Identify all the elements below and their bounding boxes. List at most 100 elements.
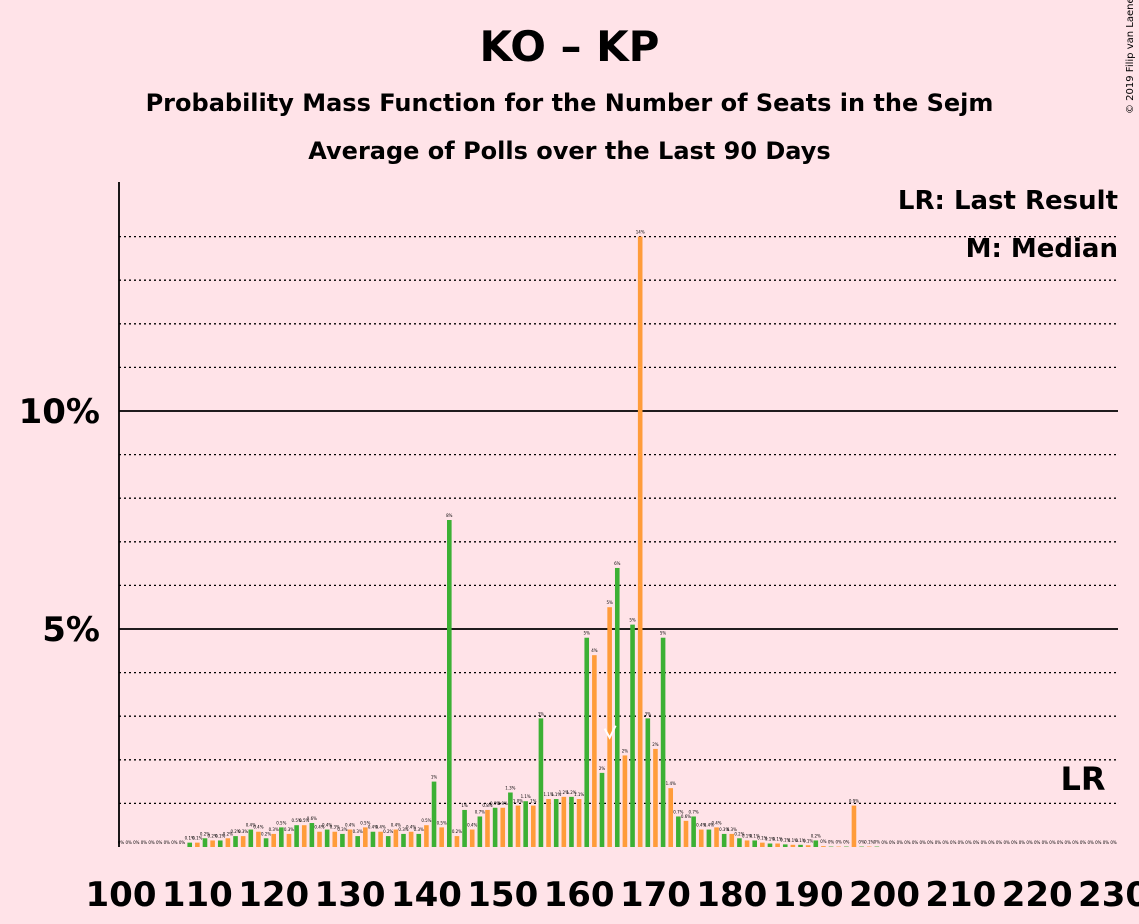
data-label: 0%: [156, 840, 163, 845]
bar: [195, 842, 200, 847]
data-label: 1.2%: [559, 790, 569, 795]
bar: [614, 567, 620, 847]
bar: [821, 846, 826, 847]
data-label: 2%: [622, 748, 629, 753]
data-label: 0%: [1034, 840, 1041, 845]
data-label: 0%: [843, 840, 850, 845]
data-label: 1.1%: [543, 792, 553, 797]
data-label: 3%: [538, 711, 545, 716]
data-label: 0%: [1011, 840, 1018, 845]
x-tick-label: 140: [391, 875, 462, 915]
data-label: 1.4%: [666, 781, 676, 786]
data-label: 1%: [530, 799, 537, 804]
data-label: 0%: [1026, 840, 1033, 845]
bar: [813, 840, 819, 847]
data-label: 0%: [935, 840, 942, 845]
data-label: 1.2%: [566, 790, 576, 795]
data-label: 6%: [614, 561, 621, 566]
bar: [240, 836, 246, 847]
last-result-marker: LR: [1060, 760, 1105, 798]
x-tick-label: 110: [162, 875, 233, 915]
data-label: 0.4%: [314, 825, 324, 830]
data-label: 0%: [1065, 840, 1072, 845]
bar: [233, 836, 238, 847]
bar: [729, 833, 735, 847]
data-label: 0.4%: [253, 825, 263, 830]
bar: [508, 792, 513, 847]
data-label: 0.3%: [414, 827, 424, 832]
bar: [370, 831, 376, 847]
data-label: 1%: [431, 775, 438, 780]
data-label: 0.1%: [742, 833, 752, 838]
bar: [347, 829, 353, 847]
data-label: 0.2%: [734, 831, 744, 836]
data-label: 2%: [599, 766, 606, 771]
data-label: 4%: [591, 648, 598, 653]
data-label: 0.4%: [391, 823, 401, 828]
bar: [683, 820, 689, 847]
data-label: 0.3%: [719, 827, 729, 832]
x-tick-label: 170: [620, 875, 691, 915]
bar: [706, 829, 712, 847]
bar: [515, 805, 521, 847]
bar: [454, 836, 460, 847]
data-label: 0%: [874, 840, 881, 845]
bar: [279, 827, 284, 847]
data-label: 0.5%: [360, 820, 370, 825]
data-label: 2%: [652, 742, 659, 747]
x-tick-label: 220: [1002, 875, 1073, 915]
data-label: 0%: [973, 840, 980, 845]
bar: [363, 827, 368, 847]
chart-title: KO – KP: [479, 22, 660, 71]
data-label: 0%: [1049, 840, 1056, 845]
data-label: 0.1%: [765, 837, 775, 842]
bar: [553, 799, 559, 847]
data-label: 0.4%: [322, 823, 332, 828]
bar: [340, 833, 345, 847]
data-label: 0.2%: [230, 829, 240, 834]
data-label: 0%: [988, 840, 995, 845]
bar: [599, 772, 605, 847]
bar: [576, 799, 582, 847]
data-label: 0.2%: [383, 829, 393, 834]
data-label: 0%: [820, 839, 827, 844]
x-tick-label: 160: [544, 875, 615, 915]
bar: [698, 829, 704, 847]
data-label: 0.4%: [467, 823, 477, 828]
bar: [805, 845, 811, 847]
data-label: 0%: [858, 840, 865, 845]
legend-median: M: Median: [966, 234, 1118, 264]
bar: [653, 748, 658, 847]
data-label: 0%: [904, 840, 911, 845]
data-label: 0%: [1019, 840, 1026, 845]
bar: [561, 796, 567, 847]
bar: [668, 788, 674, 847]
bar: [530, 805, 536, 847]
data-label: 0.1%: [795, 838, 805, 843]
data-label: 0.1%: [750, 833, 760, 838]
bar: [645, 718, 651, 847]
data-label: 0.5%: [437, 820, 447, 825]
data-label: 0%: [958, 840, 965, 845]
bar: [760, 842, 765, 847]
data-label: 0%: [1095, 840, 1102, 845]
bar: [416, 833, 422, 847]
data-label: 0.3%: [269, 827, 279, 832]
bar: [309, 823, 315, 847]
bar: [202, 838, 208, 847]
bar-series: [187, 236, 880, 848]
bar: [431, 781, 437, 847]
bar: [790, 844, 796, 847]
bar: [622, 755, 628, 847]
data-label: 0.1%: [788, 838, 798, 843]
data-label: 1.1%: [521, 794, 531, 799]
data-label: 0%: [1057, 840, 1064, 845]
data-label: 0.1%: [803, 838, 813, 843]
bar: [660, 637, 666, 847]
bar: [492, 807, 498, 847]
data-label: 0%: [919, 840, 926, 845]
data-label: 0%: [927, 840, 934, 845]
data-label: 0.8%: [482, 803, 492, 808]
bar: [286, 833, 292, 847]
bar: [523, 801, 528, 847]
